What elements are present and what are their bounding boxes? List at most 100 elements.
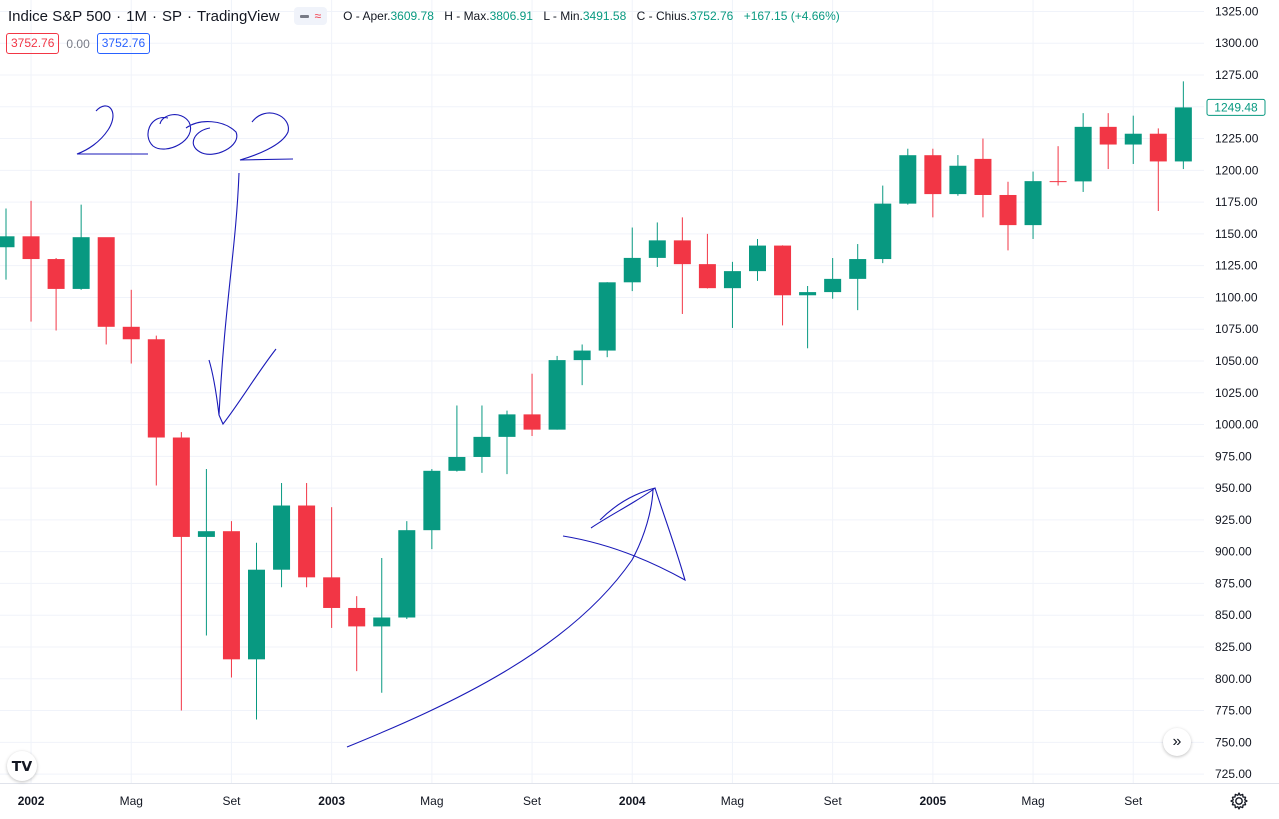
candle-body bbox=[72, 237, 90, 289]
candle-body bbox=[974, 158, 992, 195]
candle bbox=[122, 289, 140, 364]
candle-body bbox=[774, 245, 792, 296]
candle bbox=[749, 238, 766, 281]
candle-body bbox=[648, 240, 666, 258]
time-tick-label: Set bbox=[1124, 794, 1143, 808]
candle-body bbox=[323, 577, 341, 608]
price-tick-label: 1150.00 bbox=[1215, 227, 1258, 241]
time-axis[interactable]: 2002 Mag Set 2003 Mag Set 2004 Mag Set 2005 Mag Set bbox=[0, 783, 1279, 809]
candle bbox=[423, 469, 441, 550]
candle-body bbox=[248, 569, 265, 660]
candle-body bbox=[348, 607, 366, 627]
candle-body bbox=[924, 155, 942, 195]
candle-body bbox=[1049, 181, 1067, 183]
candle-body bbox=[1074, 126, 1092, 182]
candle-body bbox=[22, 236, 40, 260]
candle bbox=[22, 200, 40, 322]
price-tick-label: 1025.00 bbox=[1215, 386, 1259, 400]
market-mode-toggle[interactable]: ≈ bbox=[293, 7, 328, 25]
candle bbox=[298, 483, 316, 588]
candle bbox=[598, 282, 616, 358]
candle-body bbox=[197, 531, 215, 537]
open-value: 3609.78 bbox=[390, 9, 434, 23]
price-tick-label: 1050.00 bbox=[1215, 354, 1259, 368]
gear-icon[interactable] bbox=[1229, 791, 1249, 811]
candle-body bbox=[799, 292, 817, 296]
low-value: 3491.58 bbox=[582, 9, 627, 23]
time-tick-label: 2003 bbox=[318, 794, 345, 808]
candle bbox=[1074, 113, 1092, 192]
high-label: H - Max. bbox=[444, 9, 490, 23]
candle-body bbox=[0, 236, 15, 248]
candle bbox=[1124, 115, 1142, 164]
candle bbox=[573, 344, 591, 386]
tradingview-logo-icon[interactable]: 𝗧𝗩 bbox=[7, 751, 37, 781]
candle bbox=[698, 233, 716, 289]
trade-buttons: 3752.76 0.00 3752.76 bbox=[6, 33, 151, 54]
candle bbox=[473, 405, 491, 473]
candle bbox=[348, 596, 366, 672]
candle bbox=[849, 244, 867, 311]
candle bbox=[398, 521, 416, 620]
minus-icon bbox=[299, 14, 309, 18]
chart-legend: Indice S&P 500 · 1M · SP · TradingView ≈… bbox=[8, 7, 847, 25]
candle bbox=[1174, 81, 1192, 170]
price-axis[interactable]: 725.00 750.00 775.00 800.00 825.00 850.00 875.… bbox=[1204, 0, 1279, 783]
candle bbox=[448, 405, 466, 472]
symbol-name[interactable]: Indice S&P 500 bbox=[8, 7, 112, 25]
candle bbox=[523, 373, 541, 436]
interval[interactable]: 1M bbox=[126, 7, 147, 25]
candle-body bbox=[122, 326, 140, 340]
candle-body bbox=[698, 264, 716, 289]
candle bbox=[1099, 113, 1117, 170]
separator: · bbox=[116, 7, 122, 25]
candle bbox=[1024, 171, 1042, 239]
time-tick-label: Mag bbox=[721, 794, 744, 808]
candle-body bbox=[523, 414, 541, 430]
candle-body bbox=[548, 360, 566, 430]
candle bbox=[999, 181, 1017, 251]
separator: · bbox=[187, 7, 192, 25]
candle-body bbox=[97, 237, 115, 327]
candle-body bbox=[222, 531, 240, 660]
candle-body bbox=[849, 259, 867, 279]
price-tick-label: 850.00 bbox=[1215, 608, 1252, 622]
candle-body bbox=[824, 278, 842, 293]
candle-body bbox=[373, 617, 391, 627]
candle-series bbox=[0, 81, 1192, 720]
candle bbox=[273, 483, 291, 588]
candle bbox=[623, 227, 641, 292]
buy-button[interactable]: 3752.76 bbox=[96, 33, 151, 54]
candle-body bbox=[473, 436, 491, 457]
candle-body bbox=[147, 339, 165, 438]
candle bbox=[673, 217, 691, 314]
candle bbox=[924, 148, 942, 218]
separator: · bbox=[151, 7, 157, 25]
candle-body bbox=[1099, 126, 1117, 145]
hand-drawings bbox=[76, 105, 686, 748]
price-tick-label: 900.00 bbox=[1215, 545, 1252, 559]
time-tick-label: Set bbox=[523, 794, 542, 808]
candle bbox=[774, 245, 792, 326]
time-tick-label: Mag bbox=[120, 794, 143, 808]
candle-body bbox=[673, 240, 691, 265]
candle bbox=[323, 507, 341, 628]
price-tick-label: 1000.00 bbox=[1215, 418, 1259, 432]
candle-body bbox=[749, 245, 766, 272]
high-value: 3806.91 bbox=[489, 9, 533, 23]
candle-body bbox=[47, 259, 65, 289]
candle-body bbox=[498, 414, 516, 437]
candle-body bbox=[298, 505, 316, 578]
candle-body bbox=[623, 257, 641, 283]
candle-body bbox=[398, 530, 416, 618]
price-tick-label: 1125.00 bbox=[1215, 259, 1258, 273]
candle bbox=[172, 432, 190, 711]
time-tick-label: 2005 bbox=[919, 794, 946, 808]
double-chevron-right-icon[interactable]: » bbox=[1163, 728, 1191, 756]
candle-body bbox=[1174, 107, 1192, 162]
price-tick-label: 1275.00 bbox=[1215, 68, 1259, 82]
price-tick-label: 1200.00 bbox=[1215, 163, 1259, 177]
candle-body bbox=[1149, 133, 1167, 162]
sell-button[interactable]: 3752.76 bbox=[6, 33, 60, 54]
